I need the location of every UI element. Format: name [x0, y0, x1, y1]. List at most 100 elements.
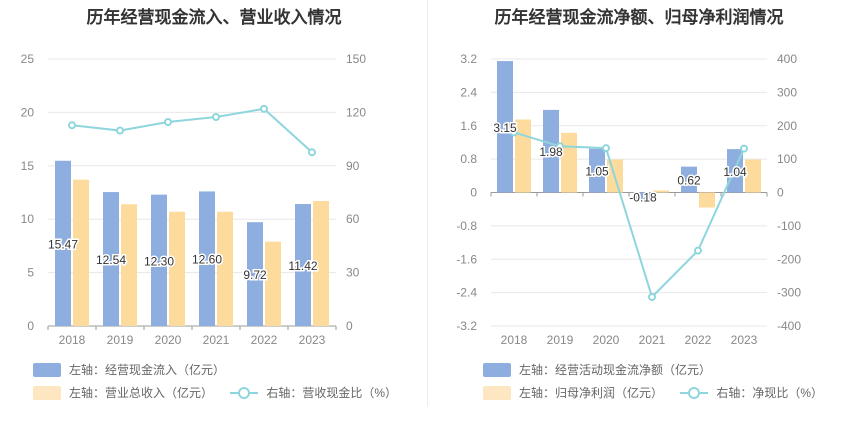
legend-swatch — [483, 385, 511, 400]
data-label: 15.47 — [48, 237, 78, 251]
bar-series-1 — [247, 222, 263, 326]
line-point — [260, 104, 268, 113]
bar-series-2 — [313, 201, 329, 326]
legend-label: 左轴：归母净利润（亿元） — [519, 386, 664, 400]
data-label: 12.30 — [144, 254, 174, 268]
line-point — [68, 121, 76, 130]
chart-canvas: 0 5 10 15 20 25 0 30 60 90 120 150 2018 2019 2020 2021 2… — [21, 52, 367, 347]
y-left-tick-label: 20 — [21, 105, 35, 119]
data-label: -0.18 — [629, 190, 657, 204]
chart-panel-cashflow-revenue: 历年经营现金流入、营业收入情况 0 5 10 15 20 25 0 30 60 90 120 150 2… — [21, 8, 397, 401]
data-label: 1.05 — [585, 165, 609, 179]
x-tick-label: 2021 — [203, 333, 230, 347]
y-right-tick-label: -100 — [777, 219, 801, 233]
line-point — [648, 292, 656, 301]
y-left-tick-label: -0.8 — [456, 219, 477, 233]
bar-series-2 — [169, 211, 185, 326]
data-label: 11.42 — [288, 259, 317, 273]
legend-item-cash-inflow[interactable]: 左轴：经营现金流入（亿元） — [33, 361, 225, 378]
line-series — [71, 107, 313, 154]
bar-series-1 — [497, 61, 513, 193]
legend-label: 左轴：经营现金流入（亿元） — [69, 363, 226, 377]
y-right-tick-label: -200 — [777, 252, 801, 266]
legend-item-revenue[interactable]: 左轴：营业总收入（亿元） — [33, 384, 213, 401]
x-tick-label: 2022 — [685, 333, 712, 347]
y-left-tick-label: 0 — [27, 319, 34, 333]
data-label: 9.72 — [243, 268, 267, 282]
legend-swatch — [33, 362, 61, 377]
x-tick-label: 2020 — [155, 333, 182, 347]
y-left-tick-label: 0.8 — [460, 152, 477, 166]
legend-swatch — [483, 362, 511, 377]
y-right-tick-label: -400 — [777, 319, 801, 333]
x-tick-label: 2018 — [59, 333, 86, 347]
legend-row-1: 左轴：经营现金流入（亿元） — [33, 361, 239, 380]
legend-label: 左轴：经营活动现金流净额（亿元） — [519, 363, 712, 377]
x-tick-label: 2018 — [501, 333, 528, 347]
y-left-tick-label: 15 — [21, 159, 35, 173]
y-right-tick-label: -300 — [777, 286, 801, 300]
bar-series-1 — [55, 160, 71, 326]
y-right-tick-label: 60 — [346, 212, 360, 226]
line-point — [510, 128, 518, 137]
bar-series-1 — [681, 166, 697, 193]
legend-item-net-operating-cash[interactable]: 左轴：经营活动现金流净额（亿元） — [483, 361, 711, 378]
bar-series-2 — [73, 179, 89, 326]
y-left-tick-label: -1.6 — [456, 252, 477, 266]
x-tick-label: 2020 — [593, 333, 620, 347]
bar-series-1 — [543, 109, 559, 193]
data-label: 1.04 — [723, 165, 747, 179]
bar-series-1 — [295, 204, 311, 326]
bar-series-1 — [589, 148, 605, 193]
line-point — [556, 142, 564, 151]
data-label: 12.60 — [192, 253, 222, 267]
bar-series-2 — [515, 119, 531, 193]
y-right-tick-label: 300 — [777, 85, 797, 99]
x-tick-label: 2021 — [639, 333, 666, 347]
bar-series-1 — [151, 194, 167, 326]
y-right-tick-label: 120 — [346, 105, 366, 119]
data-label: 1.98 — [539, 145, 563, 159]
legend-line-swatch — [230, 386, 259, 400]
line-point — [740, 144, 748, 153]
y-left-tick-label: 10 — [21, 212, 35, 226]
legend-swatch — [33, 385, 61, 400]
line-point — [602, 144, 610, 153]
y-left-tick-label: 5 — [27, 266, 34, 280]
y-left-tick-label: 1.6 — [460, 119, 477, 133]
legend-row-1: 左轴：经营活动现金流净额（亿元） — [483, 361, 725, 380]
bar-series-2 — [745, 159, 761, 193]
y-right-tick-label: 200 — [777, 119, 797, 133]
x-tick-label: 2022 — [251, 333, 278, 347]
chart-title: 历年经营现金流入、营业收入情况 — [86, 8, 342, 27]
line-point — [116, 126, 124, 135]
y-right-tick-label: 150 — [346, 52, 366, 66]
y-right-tick-label: 100 — [777, 152, 797, 166]
legend-label: 左轴：营业总收入（亿元） — [69, 386, 214, 400]
y-left-tick-label: 2.4 — [460, 85, 477, 99]
y-left-tick-label: 0 — [470, 186, 477, 200]
y-right-tick-label: 400 — [777, 52, 797, 66]
legend-line-swatch — [680, 386, 709, 400]
legend-row-2: 左轴：归母净利润（亿元） 右轴：净现比（%） — [483, 384, 837, 403]
line-point — [308, 148, 316, 157]
legend-label: 右轴：净现比（%） — [716, 386, 824, 400]
y-right-tick-label: 30 — [346, 266, 360, 280]
line-point — [212, 113, 220, 122]
data-label: 12.54 — [96, 253, 126, 267]
legend-item-net-profit[interactable]: 左轴：归母净利润（亿元） — [483, 384, 663, 401]
bar-series-2 — [121, 204, 137, 326]
bar-series-2 — [653, 190, 669, 193]
bar-series-2 — [265, 241, 281, 326]
panel-divider — [427, 0, 428, 406]
x-tick-label: 2023 — [731, 333, 758, 347]
legend-item-revenue-cash-ratio[interactable]: 右轴：营收现金比（%） — [230, 384, 397, 401]
line-point — [694, 246, 702, 255]
chart-panel-netcash-profit: 历年经营现金流净额、归母净利润情况 -3.2 -2.4 -1.6 -0.8 0 0.8 1.… — [428, 0, 850, 436]
x-tick-label: 2019 — [547, 333, 574, 347]
y-left-tick-label: -3.2 — [456, 319, 477, 333]
line-series — [513, 131, 745, 299]
chart-title: 历年经营现金流净额、归母净利润情况 — [494, 8, 784, 27]
legend-item-net-cash-ratio[interactable]: 右轴：净现比（%） — [680, 384, 823, 401]
bar-series-2 — [217, 211, 233, 326]
